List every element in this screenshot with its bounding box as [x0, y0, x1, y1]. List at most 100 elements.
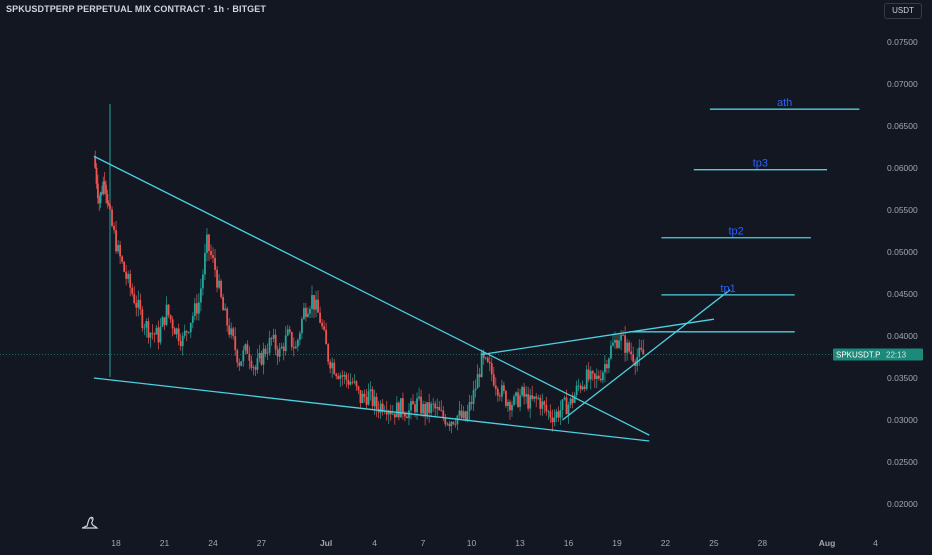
candle-body: [250, 360, 253, 368]
candle-body: [177, 328, 180, 342]
current-price-badge: [833, 348, 923, 361]
candle-body: [468, 402, 471, 412]
candle-body: [98, 198, 101, 204]
candle-body: [519, 395, 521, 407]
candle-body: [604, 364, 606, 373]
candle-body: [234, 336, 237, 351]
candle-body: [195, 303, 198, 314]
candle-body: [206, 234, 208, 253]
candle-body: [149, 332, 152, 338]
candle-body: [226, 308, 229, 326]
trendline-3[interactable]: [481, 318, 715, 356]
candle-body: [553, 417, 556, 423]
candle-body: [393, 413, 396, 418]
y-tick-label: 0.07500: [887, 37, 918, 47]
y-tick-label: 0.07000: [887, 79, 918, 89]
candle-body: [298, 333, 301, 340]
y-tick-label: 0.06500: [887, 121, 918, 131]
candle-body: [94, 156, 97, 168]
candle-body: [478, 374, 481, 378]
candle-body: [521, 387, 523, 396]
candle-body: [105, 184, 107, 194]
candle-body: [591, 371, 594, 374]
candle-body: [593, 373, 596, 379]
candle-body: [436, 406, 439, 409]
candle-body: [127, 274, 130, 279]
x-tick-label: 21: [160, 538, 170, 548]
candle-body: [181, 335, 184, 347]
candle-body: [555, 411, 558, 418]
candle-body: [402, 398, 404, 414]
candle-body: [303, 307, 305, 319]
candle-body: [579, 385, 582, 390]
candle-body: [547, 411, 550, 413]
candle-body: [210, 251, 212, 256]
candle-body: [311, 295, 313, 309]
candle-body: [109, 204, 111, 210]
candle-body: [339, 375, 342, 379]
candle-body: [121, 256, 124, 262]
candle-body: [616, 339, 618, 348]
candle-body: [614, 339, 616, 343]
candle-body: [268, 337, 271, 353]
candle-body: [329, 361, 332, 369]
candle-body: [145, 321, 148, 328]
candle-body: [381, 403, 384, 412]
candle-body: [563, 397, 566, 400]
candle-body: [452, 421, 455, 424]
candle-body: [430, 403, 433, 413]
candle-body: [272, 334, 275, 339]
x-tick-label: 7: [421, 538, 426, 548]
x-tick-label: Aug: [819, 538, 836, 548]
candle-body: [179, 341, 182, 347]
trendline-2[interactable]: [93, 377, 650, 442]
candle-body: [529, 395, 532, 409]
candle-body: [523, 387, 525, 397]
candle-body: [133, 293, 136, 304]
candle-body: [294, 346, 297, 349]
candle-body: [404, 413, 406, 417]
candle-body: [200, 288, 202, 303]
candle-body: [486, 357, 489, 362]
candle-body: [355, 381, 358, 387]
candle-body: [258, 352, 261, 359]
trendline-1[interactable]: [93, 155, 650, 436]
candle-body: [363, 393, 366, 397]
candle-body: [422, 404, 424, 414]
candle-body: [278, 348, 281, 357]
y-tick-label: 0.02500: [887, 457, 918, 467]
candle-body: [117, 244, 119, 252]
x-tick-label: Jul: [320, 538, 332, 548]
candle-body: [577, 385, 580, 387]
candle-body: [515, 392, 517, 397]
candle-body: [397, 402, 400, 418]
y-tick-label: 0.03500: [887, 373, 918, 383]
candle-body: [246, 344, 249, 354]
candle-body: [608, 358, 610, 369]
candle-body: [317, 299, 319, 313]
currency-selector[interactable]: USDT: [884, 3, 922, 19]
candle-body: [274, 334, 277, 350]
candle-body: [343, 374, 346, 377]
trendline-4[interactable]: [562, 289, 731, 421]
candle-body: [503, 385, 505, 391]
candle-body: [228, 325, 231, 335]
candle-body: [280, 346, 283, 349]
candle-body: [351, 381, 354, 383]
candle-body: [141, 309, 144, 328]
candle-body: [622, 334, 624, 336]
candle-body: [288, 329, 291, 332]
candle-body: [474, 388, 477, 391]
candle-body: [599, 378, 602, 381]
candle-body: [157, 327, 160, 343]
candle-body: [359, 390, 362, 403]
x-tick-label: 4: [372, 538, 377, 548]
candle-body: [505, 390, 507, 406]
candle-body: [500, 385, 503, 397]
candle-body: [446, 423, 449, 425]
candle-body: [185, 330, 188, 333]
candle-body: [428, 402, 431, 413]
candle-body: [189, 322, 192, 333]
